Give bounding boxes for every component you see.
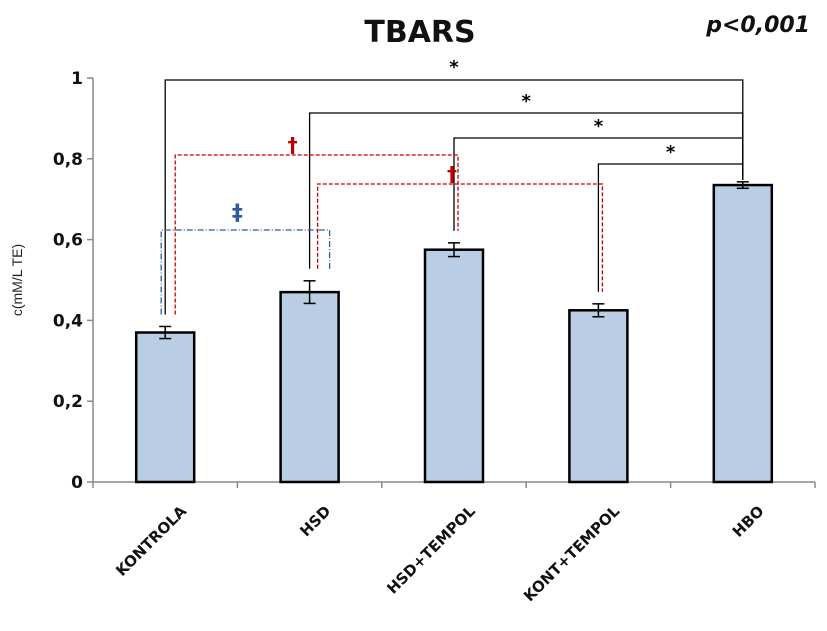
significance-bracket	[453, 137, 744, 231]
chart-title: TBARS	[364, 15, 475, 50]
bar	[712, 183, 774, 484]
significance-symbol: ‡	[232, 201, 243, 226]
bar	[568, 309, 629, 484]
significance-symbol: †	[288, 133, 298, 157]
significance-symbol: *	[594, 116, 604, 137]
significance-symbol: *	[449, 57, 459, 78]
x-tick-label: KONT+TEMPOL	[520, 502, 623, 605]
bars	[134, 183, 774, 484]
y-tick-label: 0	[71, 473, 83, 493]
bar	[279, 290, 340, 484]
x-tick-label: HSD	[296, 502, 334, 540]
y-tick-label: 0,4	[53, 311, 83, 331]
axes	[87, 77, 816, 488]
significance-bracket	[308, 112, 744, 269]
error-bars	[159, 181, 749, 340]
significance-brackets: * * * * † † ‡	[160, 57, 744, 315]
y-tick-label: 0,6	[53, 231, 83, 251]
y-tick-label: 0,2	[53, 392, 83, 412]
bar	[423, 248, 485, 484]
significance-symbol: *	[521, 91, 531, 112]
x-tick-label: HBO	[729, 502, 768, 541]
y-tick-label: 0,8	[53, 150, 83, 170]
y-tick-label: 1	[71, 69, 83, 89]
p-value-annotation: p<0,001	[705, 13, 810, 38]
significance-symbol: †	[447, 162, 457, 186]
significance-bracket	[160, 229, 331, 315]
y-axis-label: c(mM/L TE)	[9, 244, 25, 316]
significance-bracket	[316, 183, 604, 292]
significance-bracket	[597, 163, 744, 292]
bar	[134, 331, 196, 484]
significance-bracket	[174, 154, 459, 315]
x-tick-label: KONTROLA	[112, 502, 190, 580]
x-tick-label: HSD+TEMPOL	[383, 502, 479, 598]
significance-symbol: *	[666, 142, 676, 163]
